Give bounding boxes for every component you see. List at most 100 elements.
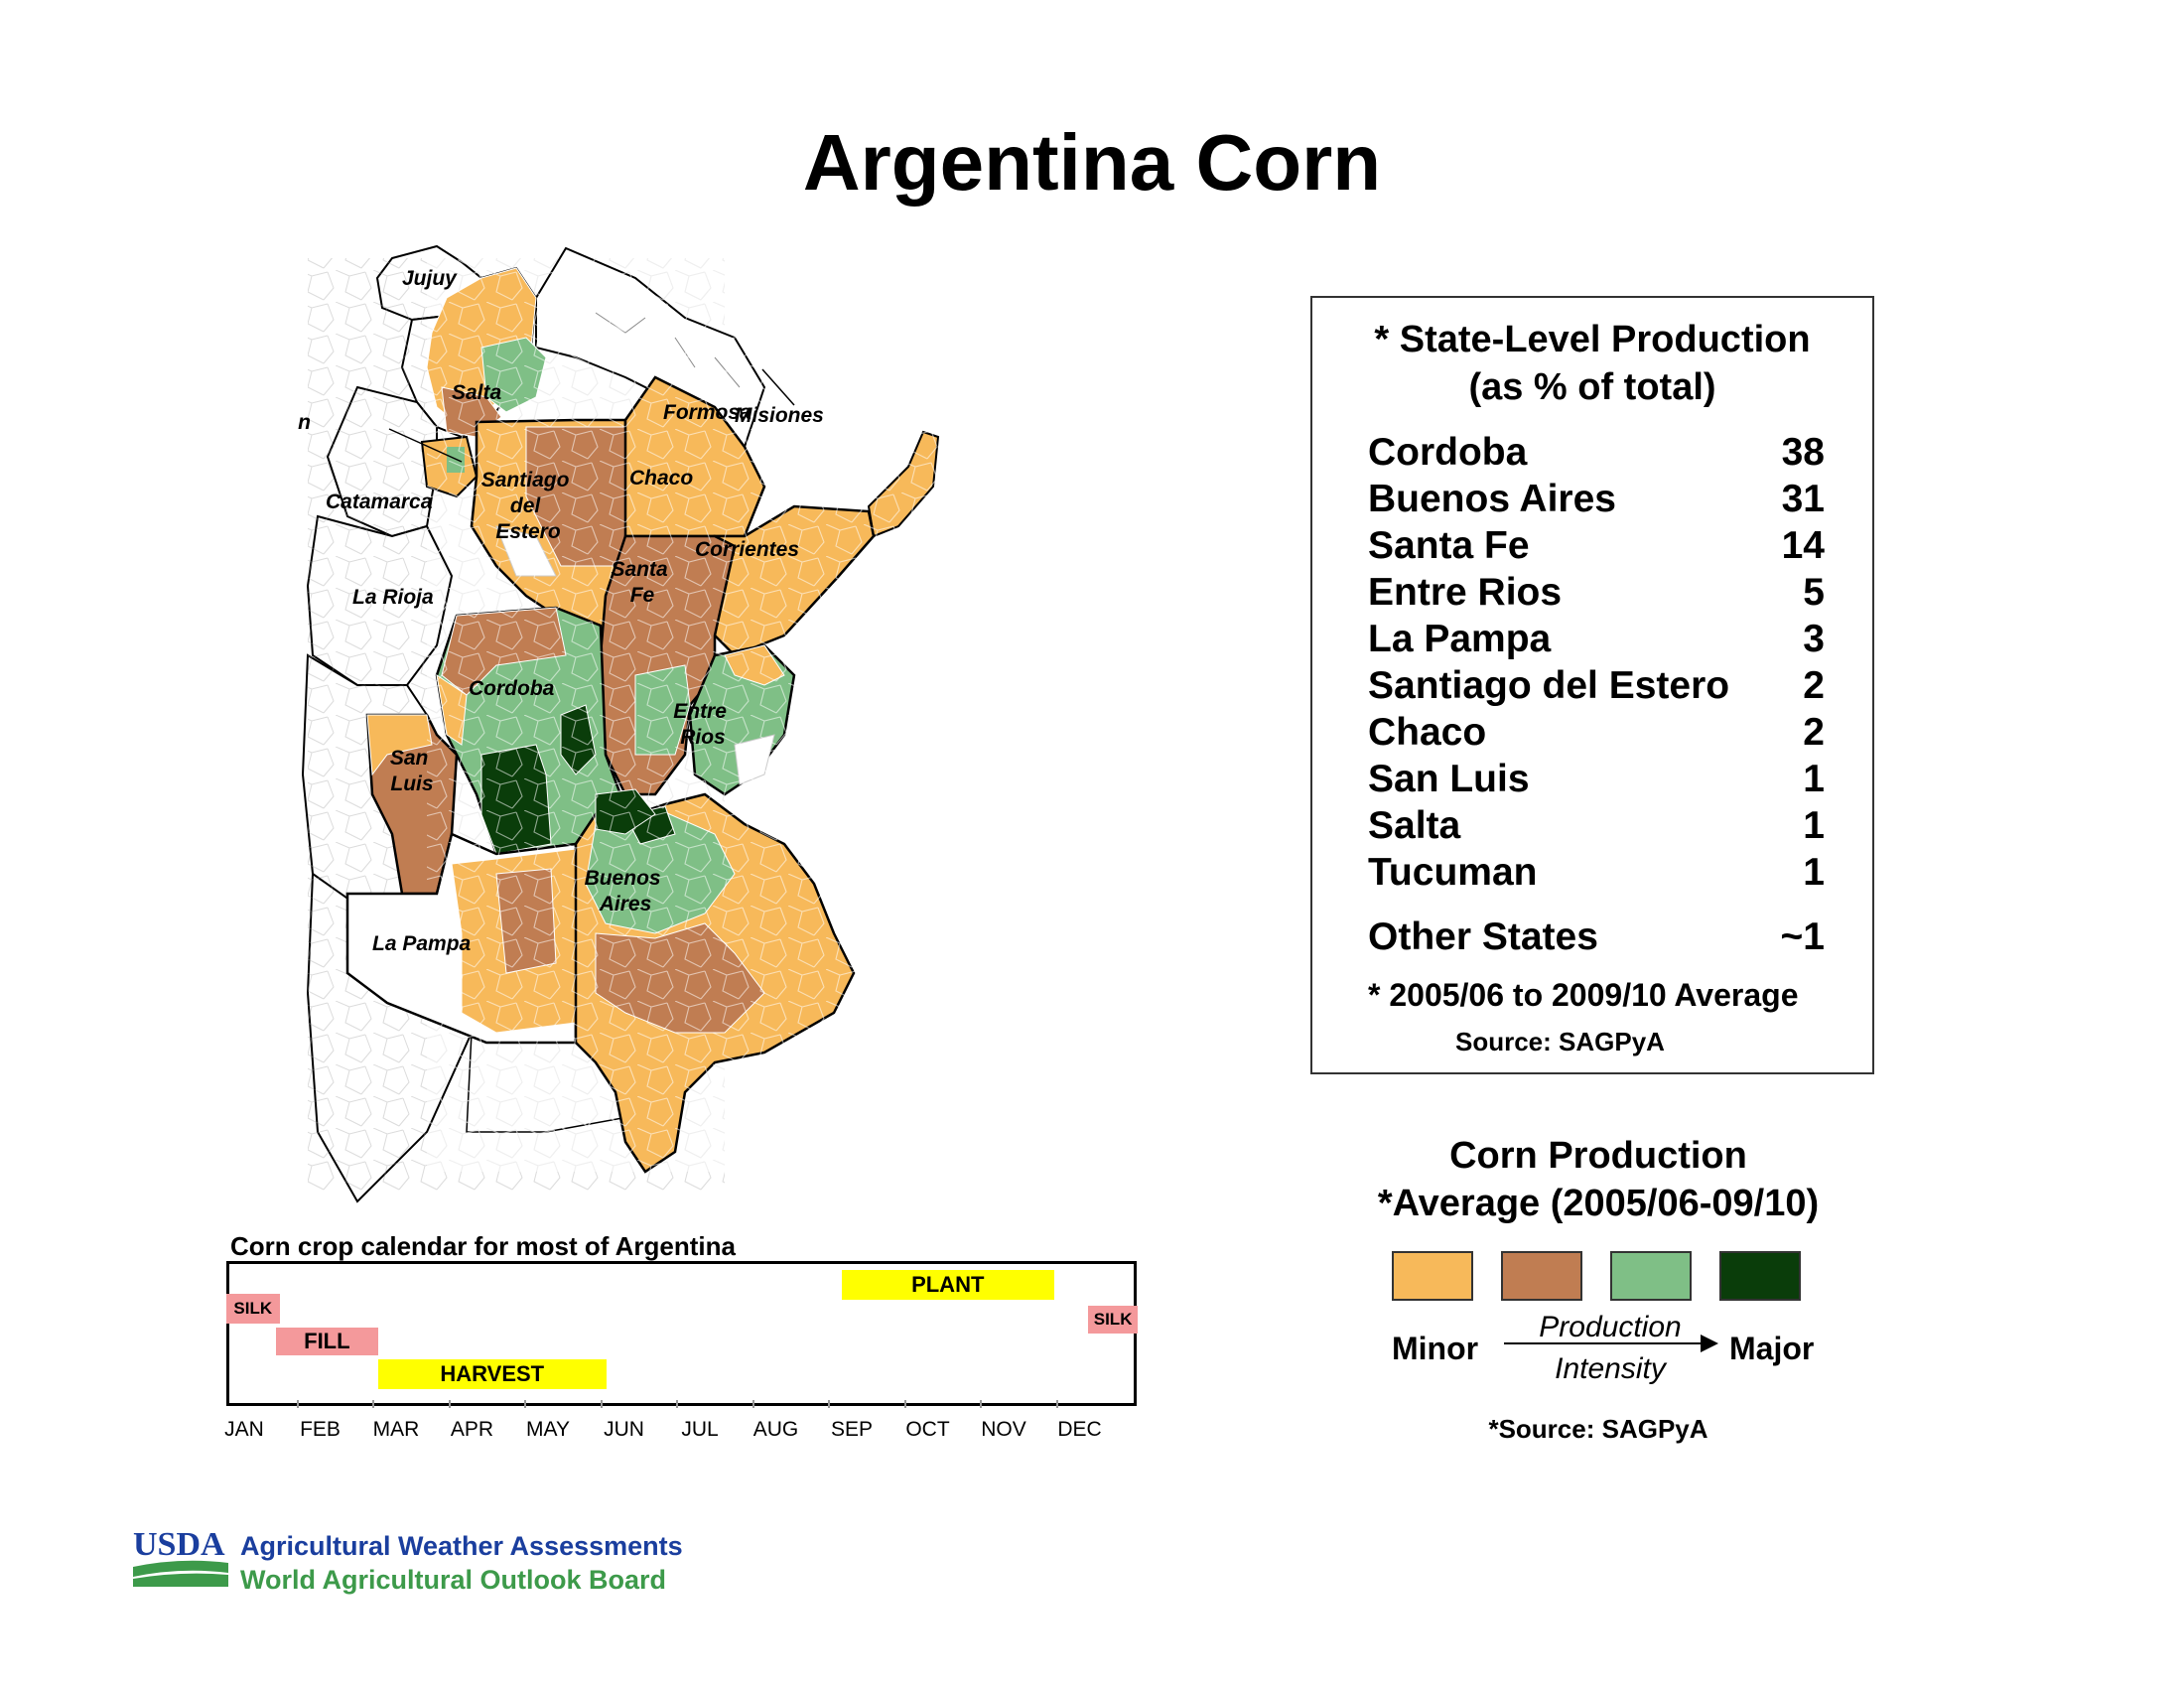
production-row: Tucuman 1 — [1368, 849, 1825, 896]
calendar-month: AUG — [752, 1418, 799, 1441]
production-pct: 2 — [1803, 711, 1825, 754]
legend-major-label: Major — [1729, 1331, 1815, 1366]
production-state: Buenos Aires — [1368, 478, 1616, 520]
usda-logo: USDA — [133, 1527, 228, 1587]
map-label-misiones: Misiones — [735, 404, 824, 427]
production-row: Buenos Aires 31 — [1368, 476, 1825, 522]
calendar-month: NOV — [981, 1418, 1026, 1441]
footer-line-2: World Agricultural Outlook Board — [240, 1565, 667, 1595]
production-pct: 1 — [1803, 804, 1825, 847]
production-pct: 2 — [1803, 664, 1825, 707]
production-pct: 31 — [1781, 478, 1825, 520]
map-label-santiago-del-estero: Santiago del Estero — [481, 469, 576, 543]
calendar-month: JUN — [604, 1418, 644, 1441]
production-row: Cordoba 38 — [1368, 429, 1825, 476]
calendar-month: APR — [450, 1418, 494, 1441]
calendar-tick — [980, 1400, 982, 1408]
legend-swatch-medium — [1501, 1251, 1582, 1301]
production-pct: 3 — [1803, 618, 1825, 660]
footer-line-1: Agricultural Weather Assessments — [240, 1531, 683, 1561]
production-pct: 5 — [1803, 571, 1825, 614]
silk-stage: SILK — [226, 1294, 280, 1324]
production-state: Chaco — [1368, 711, 1487, 754]
production-row: San Luis 1 — [1368, 756, 1825, 802]
calendar-month: DEC — [1057, 1418, 1102, 1441]
calendar-tick — [828, 1400, 830, 1408]
production-row: Salta 1 — [1368, 802, 1825, 849]
argentina-corn-map: Jujuy Salta Tucuman Formosa Misiones Cat… — [298, 244, 943, 1203]
map-label-catamarca: Catamarca — [326, 491, 433, 513]
calendar-tick — [600, 1400, 603, 1408]
province-misiones — [867, 430, 940, 538]
legend-title: Corn Production *Average (2005/06-09/10) — [1377, 1135, 1820, 1224]
calendar-month: MAR — [372, 1418, 420, 1441]
legend-intensity-label: Production Intensity — [1539, 1311, 1682, 1385]
area-cordoba-major — [480, 744, 552, 855]
production-row: La Pampa 3 — [1368, 616, 1825, 662]
calendar-tick — [1055, 1400, 1058, 1408]
calendar-tick — [903, 1400, 906, 1408]
production-state: La Pampa — [1368, 618, 1552, 660]
production-pct: 38 — [1781, 431, 1825, 474]
map-label-corrientes: Corrientes — [695, 538, 799, 561]
calendar-tick — [751, 1400, 754, 1408]
map-label-entre-rios: Entre Rios — [673, 700, 733, 749]
production-pct: 1 — [1803, 758, 1825, 800]
calendar-months: JAN FEB MAR APR MAY JUN JUL AUG SEP OCT NOV DEC — [224, 1418, 1144, 1448]
legend-source: *Source: SAGPyA — [1488, 1414, 1708, 1444]
production-row: Chaco 2 — [1368, 709, 1825, 756]
legend-swatch-minor — [1392, 1251, 1473, 1301]
map-label-formosa: Formosa — [663, 401, 751, 424]
production-state: Santiago del Estero — [1368, 664, 1730, 707]
map-label-santa-fe: Santa Fe — [611, 558, 673, 607]
map-label-san-luis: San Luis — [390, 747, 434, 795]
harvest-stage: HARVEST — [378, 1359, 607, 1389]
map-label-buenos-aires: Buenos Aires — [585, 867, 667, 915]
production-rows: Cordoba 38 Buenos Aires 31 Santa Fe 14 Entre R… — [1368, 429, 1825, 960]
crop-calendar: SILK FILL HARVEST PLANT SILK — [226, 1261, 1138, 1406]
map-label-tucuman: Tucuman — [298, 411, 311, 434]
map-label-salta: Salta — [452, 381, 502, 404]
map-label-la-rioja: La Rioja — [352, 586, 434, 609]
map-label-cordoba: Cordoba — [469, 677, 555, 700]
calendar-title: Corn crop calendar for most of Argentina — [230, 1231, 736, 1261]
calendar-month: JAN — [224, 1418, 264, 1441]
map-label-la-pampa: La Pampa — [372, 932, 472, 955]
production-row: Entre Rios 5 — [1368, 569, 1825, 616]
calendar-tick — [448, 1400, 451, 1408]
production-table: * State-Level Production (as % of total)… — [1310, 296, 1874, 1074]
production-state: San Luis — [1368, 758, 1530, 800]
fill-stage: FILL — [275, 1328, 378, 1355]
calendar-month: JUL — [681, 1418, 719, 1441]
production-note: * 2005/06 to 2009/10 Average — [1368, 977, 1799, 1013]
production-pct: 1 — [1803, 851, 1825, 894]
legend-swatch-major — [1719, 1251, 1801, 1301]
silk-stage: SILK — [1088, 1306, 1138, 1334]
map-label-chaco: Chaco — [629, 467, 693, 490]
production-state: Cordoba — [1368, 431, 1528, 474]
production-state: Entre Rios — [1368, 571, 1563, 614]
production-heading: * State-Level Production (as % of total) — [1374, 319, 1811, 408]
calendar-month: MAY — [526, 1418, 570, 1441]
svg-text:USDA: USDA — [133, 1527, 225, 1563]
production-row: Santa Fe 14 — [1368, 522, 1825, 569]
production-row: Santiago del Estero 2 — [1368, 662, 1825, 709]
legend-arrow-icon — [1504, 1335, 1718, 1352]
production-state: Other States — [1368, 915, 1598, 958]
plant-stage: PLANT — [841, 1270, 1054, 1300]
production-pct: ~1 — [1780, 915, 1825, 958]
production-row-other: Other States ~1 — [1368, 914, 1825, 960]
production-state: Tucuman — [1368, 851, 1538, 894]
map-label-jujuy: Jujuy — [402, 267, 458, 290]
production-source: Source: SAGPyA — [1455, 1027, 1665, 1056]
page-title: Argentina Corn — [802, 118, 1382, 207]
calendar-month: OCT — [905, 1418, 950, 1441]
legend-minor-label: Minor — [1392, 1331, 1479, 1366]
calendar-tick — [524, 1400, 526, 1408]
production-state: Santa Fe — [1368, 524, 1530, 567]
legend-swatch-high — [1610, 1251, 1692, 1301]
calendar-tick — [372, 1400, 374, 1408]
calendar-tick — [676, 1400, 678, 1408]
production-state: Salta — [1368, 804, 1461, 847]
calendar-month: FEB — [300, 1418, 341, 1441]
